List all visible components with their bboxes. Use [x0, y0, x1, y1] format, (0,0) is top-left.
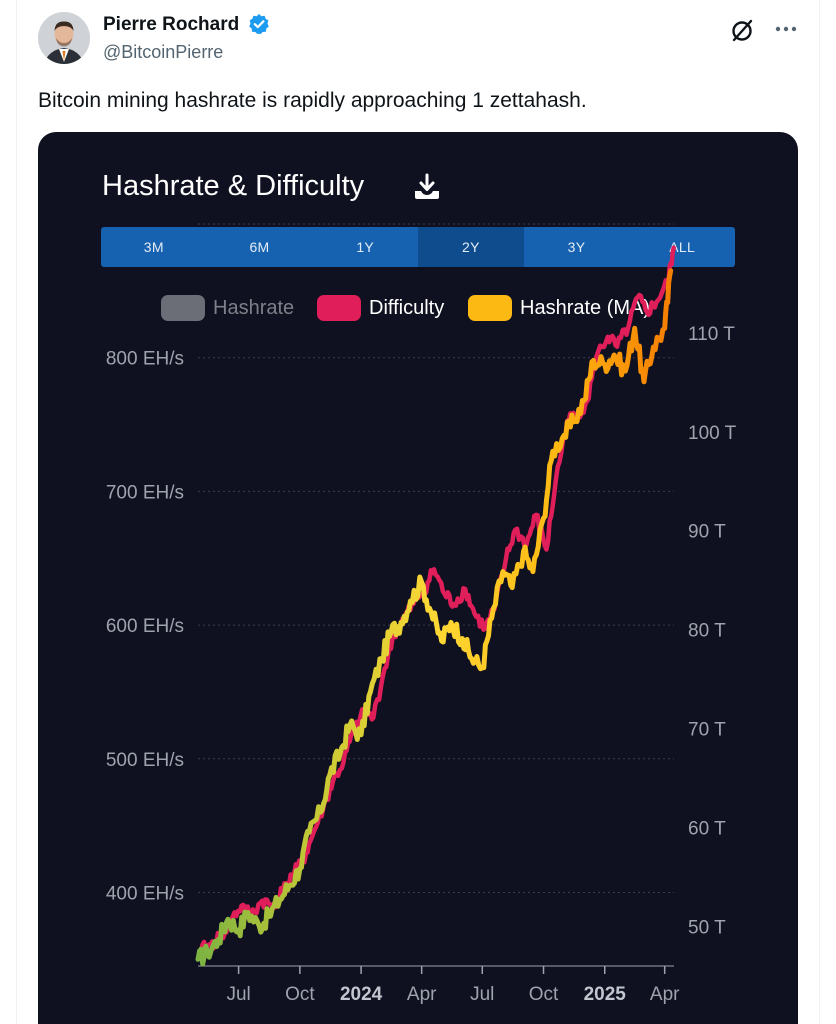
range-2y[interactable]: 2Y — [418, 227, 524, 267]
y-left-tick-label: 800 EH/s — [106, 349, 184, 370]
range-3y[interactable]: 3Y — [567, 239, 586, 255]
series-difficulty-line — [198, 245, 676, 955]
avatar[interactable] — [38, 12, 90, 64]
x-tick-label: Apr — [650, 984, 680, 1005]
y-left-tick-label: 400 EH/s — [106, 883, 184, 904]
chart-plot-area: 400 EH/s 500 EH/s 600 EH/s 700 EH/s 800 EH/s… — [106, 223, 737, 1005]
series-lines — [195, 245, 676, 967]
range-all[interactable]: ALL — [669, 239, 696, 255]
verified-badge-icon[interactable] — [248, 13, 270, 35]
more-options-icon[interactable] — [772, 18, 800, 40]
x-tick-label: Oct — [285, 984, 315, 1005]
y-axis-right: 50 T 60 T 70 T 80 T 90 T 100 T 110 T — [688, 324, 737, 939]
x-tick-label: 2024 — [340, 984, 383, 1005]
legend-label-hashrate-ma: Hashrate (MA) — [520, 296, 651, 319]
y-axis-left: 400 EH/s 500 EH/s 600 EH/s 700 EH/s 800 EH/s — [106, 349, 184, 905]
x-tick-label: Apr — [407, 984, 437, 1005]
x-axis: Jul Oct 2024 Apr Jul Oct 2025 Apr — [198, 965, 680, 1005]
legend-item-hashrate[interactable]: Hashrate — [161, 295, 294, 321]
legend-swatch-difficulty — [317, 295, 361, 321]
author-handle[interactable]: @BitcoinPierre — [103, 42, 224, 62]
y-left-tick-label: 700 EH/s — [106, 482, 184, 503]
y-right-tick-label: 60 T — [688, 818, 726, 839]
tweet-text: Bitcoin mining hashrate is rapidly appro… — [38, 89, 587, 112]
x-tick-label: 2025 — [584, 984, 627, 1005]
legend-item-hashrate-ma[interactable]: Hashrate (MA) — [468, 295, 650, 321]
x-tick-label: Jul — [470, 984, 494, 1005]
y-right-tick-label: 110 T — [688, 324, 735, 345]
y-right-tick-label: 100 T — [688, 423, 737, 444]
author-name[interactable]: Pierre Rochard — [103, 14, 240, 35]
range-6m[interactable]: 6M — [249, 239, 270, 255]
grok-icon[interactable] — [730, 17, 756, 43]
range-1y[interactable]: 1Y — [356, 239, 375, 255]
legend-swatch-hashrate — [161, 295, 205, 321]
chart-legend: Hashrate Difficulty Hashrate (MA) — [38, 295, 798, 325]
grid-lines — [198, 223, 674, 893]
y-right-tick-label: 80 T — [688, 621, 726, 642]
legend-label-difficulty: Difficulty — [369, 296, 445, 319]
y-right-tick-label: 90 T — [688, 522, 726, 543]
tweet-media-chart[interactable]: Hashrate & Difficulty 3M 6M 1Y 2Y 3Y ALL… — [38, 132, 798, 1024]
x-tick-label: Oct — [529, 984, 559, 1005]
legend-item-difficulty[interactable]: Difficulty — [317, 295, 444, 321]
time-range-selector: 3M 6M 1Y 2Y 3Y ALL — [101, 227, 735, 267]
legend-label-hashrate: Hashrate — [213, 296, 295, 319]
x-tick-label: Jul — [226, 984, 250, 1005]
legend-swatch-hashrate-ma — [468, 295, 512, 321]
range-3m[interactable]: 3M — [143, 239, 164, 255]
y-right-tick-label: 50 T — [688, 917, 726, 938]
y-right-tick-label: 70 T — [688, 720, 726, 741]
download-icon[interactable] — [412, 172, 442, 202]
series-hashrate-ma-line — [195, 268, 674, 967]
avatar-image — [38, 12, 90, 64]
chart-title: Hashrate & Difficulty — [102, 170, 365, 202]
y-left-tick-label: 500 EH/s — [106, 750, 184, 771]
y-left-tick-label: 600 EH/s — [106, 616, 184, 637]
